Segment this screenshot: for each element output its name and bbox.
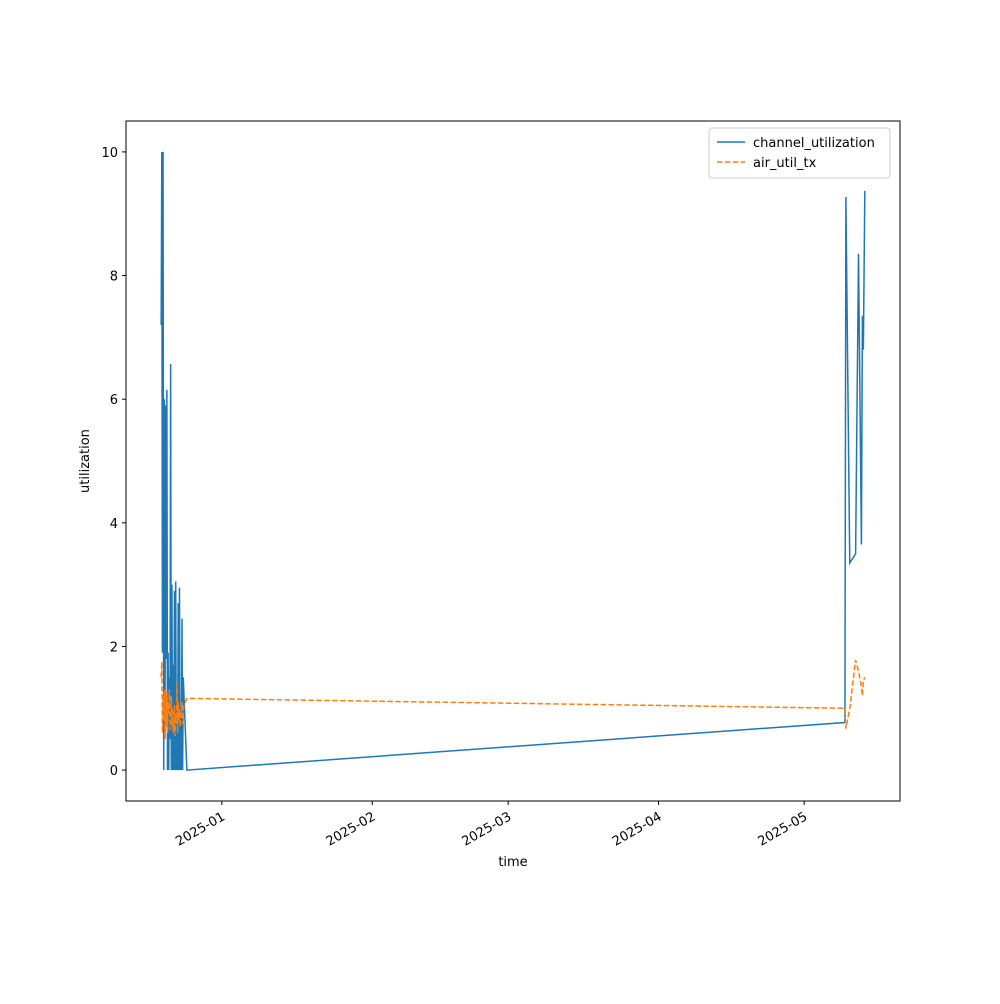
legend-box: [708, 127, 891, 179]
x-tick-label: 2025-05: [756, 809, 811, 849]
y-axis-label: utilization: [78, 429, 93, 493]
y-tick-label: 2: [110, 640, 118, 655]
y-tick-label: 10: [101, 146, 118, 161]
series-line: [160, 151, 866, 771]
legend: channel_utilization air_util_tx: [708, 127, 891, 179]
x-axis-label: time: [498, 855, 527, 870]
plot-frame: [125, 120, 901, 802]
x-tick-label: 2025-02: [324, 809, 379, 849]
y-tick-label: 0: [110, 764, 118, 779]
y-tick-label: 6: [110, 393, 118, 408]
series-line: [160, 659, 866, 740]
x-tick-label: 2025-03: [460, 809, 515, 849]
x-tick-label: 2025-04: [610, 809, 665, 849]
legend-label: air_util_tx: [753, 156, 817, 171]
legend-label: channel_utilization: [753, 136, 875, 151]
y-tick-label: 4: [110, 517, 118, 532]
x-tick-label: 2025-01: [173, 809, 228, 849]
y-tick-label: 8: [110, 270, 118, 285]
